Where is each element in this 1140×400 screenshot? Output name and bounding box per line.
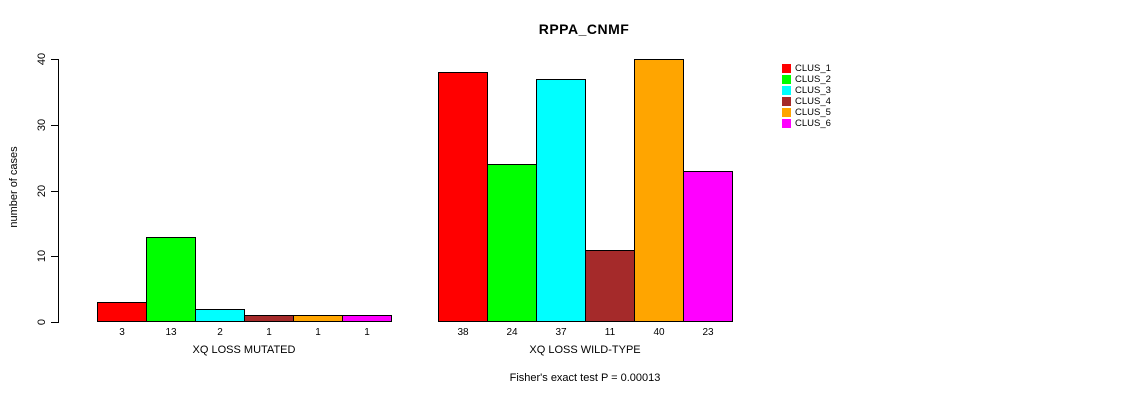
bar-clus_3 xyxy=(195,309,245,322)
bar-value-label: 1 xyxy=(266,327,272,338)
bar-clus_1 xyxy=(438,72,488,322)
bar-clus_1 xyxy=(97,302,147,322)
fisher-test-annotation: Fisher's exact test P = 0.00013 xyxy=(509,372,661,384)
bar-value-label: 13 xyxy=(165,327,177,338)
legend-row: CLUS_4 xyxy=(782,96,831,107)
bar-value-label: 23 xyxy=(702,327,714,338)
y-axis-tick-label: 0 xyxy=(36,318,48,326)
bar-clus_4 xyxy=(244,315,294,322)
legend-swatch xyxy=(782,64,791,73)
legend-row: CLUS_1 xyxy=(782,63,831,74)
bar-clus_2 xyxy=(487,164,537,322)
legend-label: CLUS_3 xyxy=(795,85,831,96)
legend-swatch xyxy=(782,75,791,84)
y-axis-tick xyxy=(51,125,58,126)
bar-value-label: 1 xyxy=(315,327,321,338)
bar-value-label: 1 xyxy=(364,327,370,338)
legend-label: CLUS_2 xyxy=(795,74,831,85)
bar-clus_4 xyxy=(585,250,635,322)
bar-clus_5 xyxy=(293,315,343,322)
legend-swatch xyxy=(782,86,791,95)
bar-value-label: 2 xyxy=(217,327,223,338)
y-axis-tick xyxy=(51,59,58,60)
legend: CLUS_1 CLUS_2 CLUS_3 CLUS_4 CLUS_5 CLUS_6 xyxy=(782,63,831,129)
x-axis-label-mutated: XQ LOSS MUTATED xyxy=(192,344,296,356)
legend-swatch xyxy=(782,97,791,106)
bar-clus_2 xyxy=(146,237,196,322)
y-axis-label: number of cases xyxy=(8,146,20,228)
legend-label: CLUS_6 xyxy=(795,118,831,129)
y-axis-tick-label: 40 xyxy=(36,52,48,66)
bar-value-label: 37 xyxy=(555,327,567,338)
bar-clus_6 xyxy=(683,171,733,322)
y-axis-tick-label: 10 xyxy=(36,249,48,263)
y-axis-tick xyxy=(51,191,58,192)
legend-swatch xyxy=(782,119,791,128)
legend-label: CLUS_4 xyxy=(795,96,831,107)
legend-label: CLUS_5 xyxy=(795,107,831,118)
y-axis-line xyxy=(58,59,59,323)
legend-row: CLUS_2 xyxy=(782,74,831,85)
legend-row: CLUS_5 xyxy=(782,107,831,118)
bar-clus_5 xyxy=(634,59,684,322)
bar-value-label: 24 xyxy=(506,327,518,338)
bar-clus_3 xyxy=(536,79,586,322)
x-axis-label-wild-type: XQ LOSS WILD-TYPE xyxy=(529,344,641,356)
y-axis-tick xyxy=(51,322,58,323)
y-axis-tick-label: 30 xyxy=(36,118,48,132)
bar-clus_6 xyxy=(342,315,392,322)
legend-swatch xyxy=(782,108,791,117)
legend-row: CLUS_3 xyxy=(782,85,831,96)
legend-label: CLUS_1 xyxy=(795,63,831,74)
y-axis-tick xyxy=(51,256,58,257)
legend-row: CLUS_6 xyxy=(782,118,831,129)
bar-value-label: 40 xyxy=(653,327,665,338)
bar-value-label: 11 xyxy=(604,327,616,338)
chart-title: RPPA_CNMF xyxy=(538,21,630,37)
bar-value-label: 3 xyxy=(119,327,125,338)
bar-value-label: 38 xyxy=(457,327,469,338)
y-axis-tick-label: 20 xyxy=(36,184,48,198)
